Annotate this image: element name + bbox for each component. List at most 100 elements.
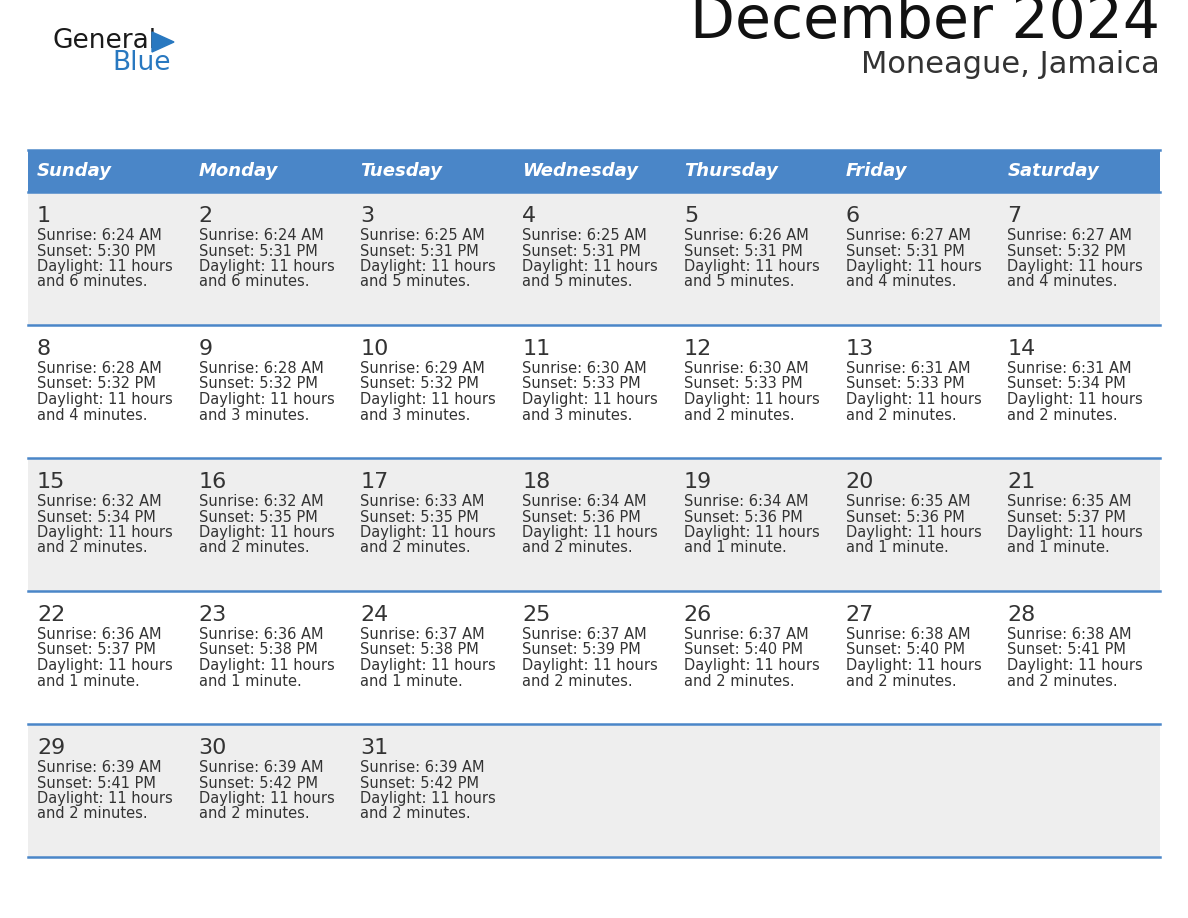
Text: Sunrise: 6:38 AM: Sunrise: 6:38 AM [846,627,971,642]
Text: Sunset: 5:33 PM: Sunset: 5:33 PM [846,376,965,391]
Text: Moneague, Jamaica: Moneague, Jamaica [861,50,1159,79]
Text: Sunrise: 6:29 AM: Sunrise: 6:29 AM [360,361,485,376]
Text: Sunrise: 6:34 AM: Sunrise: 6:34 AM [684,494,808,509]
Text: Sunrise: 6:32 AM: Sunrise: 6:32 AM [37,494,162,509]
Text: and 2 minutes.: and 2 minutes. [360,807,472,822]
Text: and 4 minutes.: and 4 minutes. [846,274,956,289]
Text: Daylight: 11 hours: Daylight: 11 hours [37,525,172,540]
Text: 8: 8 [37,339,51,359]
Text: Daylight: 11 hours: Daylight: 11 hours [846,259,981,274]
Text: Daylight: 11 hours: Daylight: 11 hours [523,525,658,540]
Text: Sunday: Sunday [37,162,112,180]
Text: Sunrise: 6:27 AM: Sunrise: 6:27 AM [846,228,971,243]
Text: Sunrise: 6:36 AM: Sunrise: 6:36 AM [198,627,323,642]
Bar [29,724,1159,857]
Text: Sunset: 5:35 PM: Sunset: 5:35 PM [198,509,317,524]
Text: and 2 minutes.: and 2 minutes. [523,541,633,555]
Text: Sunset: 5:38 PM: Sunset: 5:38 PM [360,643,479,657]
Text: Sunset: 5:41 PM: Sunset: 5:41 PM [37,776,156,790]
Text: 5: 5 [684,206,699,226]
Text: Daylight: 11 hours: Daylight: 11 hours [684,658,820,673]
Text: and 2 minutes.: and 2 minutes. [684,674,795,688]
Bar [29,325,1159,458]
Text: Sunrise: 6:25 AM: Sunrise: 6:25 AM [360,228,485,243]
Text: Daylight: 11 hours: Daylight: 11 hours [846,525,981,540]
Text: 12: 12 [684,339,712,359]
Text: Daylight: 11 hours: Daylight: 11 hours [684,392,820,407]
Text: Daylight: 11 hours: Daylight: 11 hours [198,658,335,673]
Text: Monday: Monday [198,162,278,180]
Text: Sunset: 5:42 PM: Sunset: 5:42 PM [198,776,317,790]
Text: Sunset: 5:32 PM: Sunset: 5:32 PM [1007,243,1126,259]
Text: Daylight: 11 hours: Daylight: 11 hours [523,392,658,407]
Text: General: General [52,28,156,54]
Text: Sunset: 5:33 PM: Sunset: 5:33 PM [684,376,802,391]
Text: Daylight: 11 hours: Daylight: 11 hours [360,658,497,673]
Text: 2: 2 [198,206,213,226]
Text: and 3 minutes.: and 3 minutes. [360,408,470,422]
Text: 16: 16 [198,472,227,492]
Text: Daylight: 11 hours: Daylight: 11 hours [37,392,172,407]
Text: Daylight: 11 hours: Daylight: 11 hours [198,525,335,540]
Text: 28: 28 [1007,605,1036,625]
Text: Sunrise: 6:39 AM: Sunrise: 6:39 AM [198,760,323,775]
Text: Sunrise: 6:39 AM: Sunrise: 6:39 AM [360,760,485,775]
Text: Saturday: Saturday [1007,162,1099,180]
Text: Daylight: 11 hours: Daylight: 11 hours [198,392,335,407]
Text: Sunrise: 6:28 AM: Sunrise: 6:28 AM [198,361,323,376]
Text: and 2 minutes.: and 2 minutes. [1007,674,1118,688]
Text: Daylight: 11 hours: Daylight: 11 hours [198,259,335,274]
Text: Sunrise: 6:38 AM: Sunrise: 6:38 AM [1007,627,1132,642]
Text: 3: 3 [360,206,374,226]
Text: Sunrise: 6:37 AM: Sunrise: 6:37 AM [684,627,809,642]
Text: December 2024: December 2024 [690,0,1159,50]
Text: Daylight: 11 hours: Daylight: 11 hours [360,259,497,274]
Text: 23: 23 [198,605,227,625]
Text: Daylight: 11 hours: Daylight: 11 hours [1007,259,1143,274]
Text: and 3 minutes.: and 3 minutes. [198,408,309,422]
Text: 30: 30 [198,738,227,758]
Text: Sunrise: 6:36 AM: Sunrise: 6:36 AM [37,627,162,642]
Text: and 2 minutes.: and 2 minutes. [198,807,309,822]
Text: Sunset: 5:42 PM: Sunset: 5:42 PM [360,776,480,790]
Text: and 6 minutes.: and 6 minutes. [198,274,309,289]
Text: Sunset: 5:35 PM: Sunset: 5:35 PM [360,509,479,524]
Text: and 1 minute.: and 1 minute. [1007,541,1110,555]
Text: and 3 minutes.: and 3 minutes. [523,408,632,422]
Text: Sunset: 5:33 PM: Sunset: 5:33 PM [523,376,640,391]
Text: Sunset: 5:37 PM: Sunset: 5:37 PM [37,643,156,657]
Text: Sunrise: 6:39 AM: Sunrise: 6:39 AM [37,760,162,775]
Text: Sunset: 5:31 PM: Sunset: 5:31 PM [846,243,965,259]
Text: Sunrise: 6:31 AM: Sunrise: 6:31 AM [1007,361,1132,376]
Text: Daylight: 11 hours: Daylight: 11 hours [360,791,497,806]
Text: Daylight: 11 hours: Daylight: 11 hours [360,392,497,407]
Text: Daylight: 11 hours: Daylight: 11 hours [37,791,172,806]
Text: 10: 10 [360,339,388,359]
Text: and 2 minutes.: and 2 minutes. [37,807,147,822]
Text: Sunrise: 6:24 AM: Sunrise: 6:24 AM [198,228,323,243]
Text: and 4 minutes.: and 4 minutes. [1007,274,1118,289]
Text: Daylight: 11 hours: Daylight: 11 hours [360,525,497,540]
Text: Daylight: 11 hours: Daylight: 11 hours [198,791,335,806]
Text: Sunrise: 6:25 AM: Sunrise: 6:25 AM [523,228,647,243]
Text: 13: 13 [846,339,874,359]
Text: 29: 29 [37,738,65,758]
Text: and 1 minute.: and 1 minute. [684,541,786,555]
Text: 4: 4 [523,206,536,226]
Polygon shape [152,32,173,52]
Text: Sunset: 5:32 PM: Sunset: 5:32 PM [360,376,479,391]
Text: and 2 minutes.: and 2 minutes. [846,408,956,422]
Text: Sunrise: 6:33 AM: Sunrise: 6:33 AM [360,494,485,509]
Text: 24: 24 [360,605,388,625]
Text: 21: 21 [1007,472,1036,492]
Text: Tuesday: Tuesday [360,162,442,180]
Text: Sunset: 5:36 PM: Sunset: 5:36 PM [523,509,640,524]
Text: Sunset: 5:31 PM: Sunset: 5:31 PM [523,243,640,259]
Text: Sunset: 5:32 PM: Sunset: 5:32 PM [37,376,156,391]
Text: Sunrise: 6:26 AM: Sunrise: 6:26 AM [684,228,809,243]
Text: 14: 14 [1007,339,1036,359]
Text: 17: 17 [360,472,388,492]
Text: Sunset: 5:31 PM: Sunset: 5:31 PM [684,243,803,259]
Text: and 5 minutes.: and 5 minutes. [360,274,470,289]
Text: Sunrise: 6:34 AM: Sunrise: 6:34 AM [523,494,646,509]
